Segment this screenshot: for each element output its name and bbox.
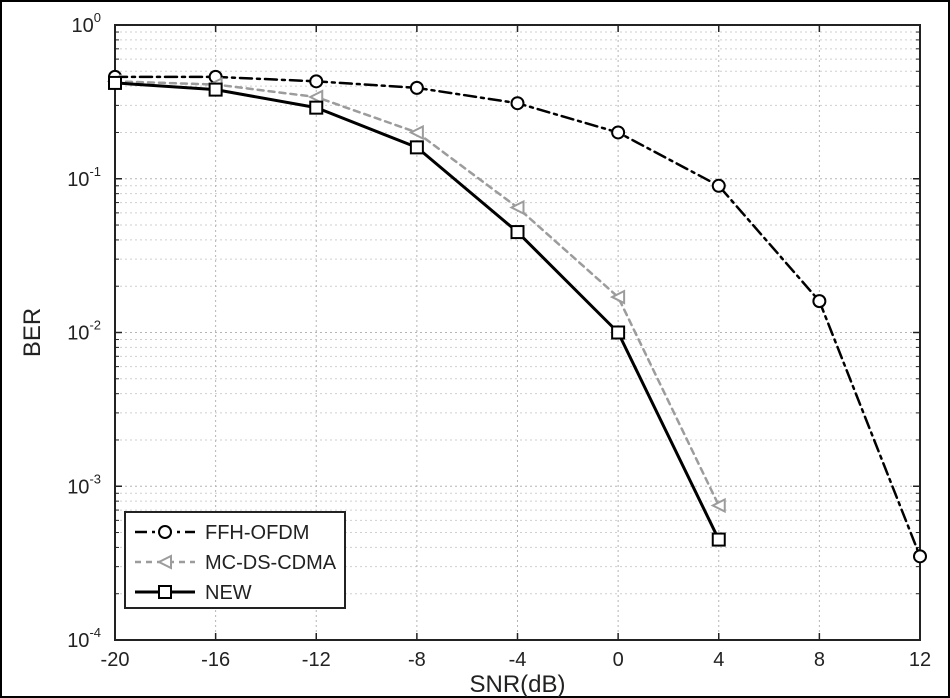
- xtick-label: 0: [613, 649, 624, 671]
- y-axis-label: BER: [19, 308, 46, 357]
- ber-snr-chart: -20 -16 -12 -8 -4 0 4 8 12 100 10-1 10-2 10-3 10-4 BER…: [0, 0, 950, 698]
- xtick-label: 8: [814, 649, 825, 671]
- ytick-label: 10-4: [67, 625, 101, 652]
- xtick-label: -4: [509, 649, 527, 671]
- xtick-label: -12: [302, 649, 331, 671]
- xtick-label: 4: [713, 649, 724, 671]
- xtick-label: -8: [408, 649, 426, 671]
- legend-label: NEW: [205, 582, 252, 604]
- ytick-label: 10-2: [67, 318, 101, 345]
- ytick-label: 10-1: [67, 164, 101, 191]
- xtick-label: 12: [909, 649, 931, 671]
- x-axis-label: SNR(dB): [469, 671, 565, 698]
- xtick-label: -20: [101, 649, 130, 671]
- xtick-label: -16: [201, 649, 230, 671]
- chart-container: -20 -16 -12 -8 -4 0 4 8 12 100 10-1 10-2 10-3 10-4 BER…: [0, 0, 950, 698]
- legend-label: MC-DS-CDMA: [205, 552, 337, 574]
- ytick-label: 100: [72, 10, 101, 37]
- legend-label: FFH-OFDM: [205, 522, 309, 544]
- ytick-label: 10-3: [67, 471, 101, 498]
